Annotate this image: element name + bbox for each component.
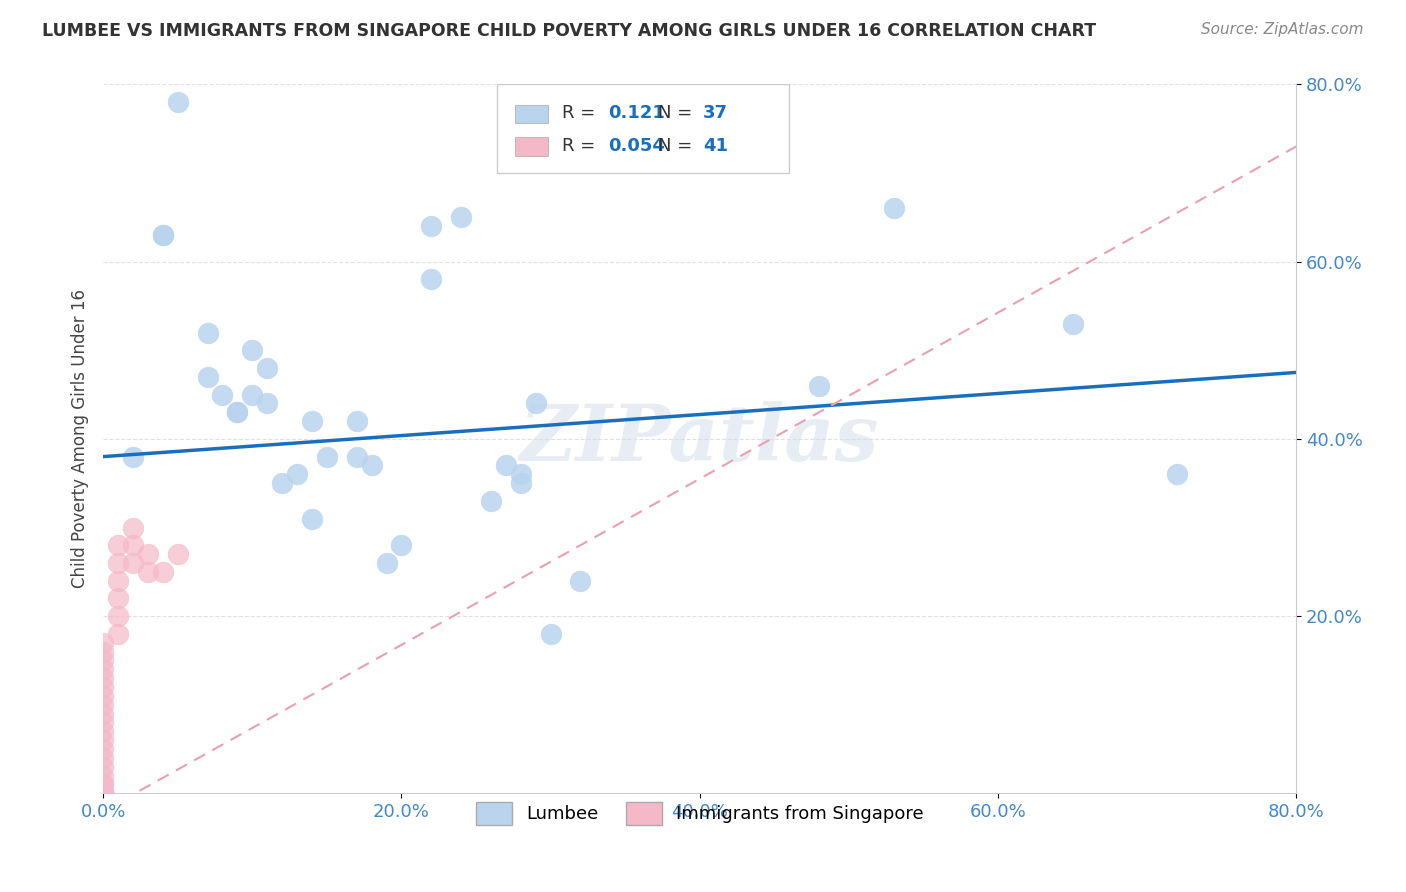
Point [91, 698, 114, 712]
Point [420, 219, 443, 234]
Point [91, 706, 114, 721]
Point [91, 769, 114, 783]
Point [91, 662, 114, 676]
Point [91, 786, 114, 800]
Point [1062, 317, 1084, 331]
Point [1166, 467, 1188, 482]
Point [256, 396, 278, 410]
Point [271, 476, 294, 491]
Point [91, 786, 114, 800]
Point [211, 387, 233, 401]
Point [136, 547, 159, 561]
Point [883, 202, 905, 216]
Point [495, 458, 517, 473]
Text: Source: ZipAtlas.com: Source: ZipAtlas.com [1201, 22, 1364, 37]
Point [391, 538, 413, 552]
Point [420, 272, 443, 286]
Text: R =: R = [562, 104, 602, 122]
Point [808, 378, 831, 392]
Legend: Lumbee, Immigrants from Singapore: Lumbee, Immigrants from Singapore [467, 793, 932, 834]
Point [479, 494, 502, 508]
Point [122, 538, 145, 552]
Point [509, 467, 531, 482]
Point [91, 689, 114, 703]
Point [540, 627, 562, 641]
Y-axis label: Child Poverty Among Girls Under 16: Child Poverty Among Girls Under 16 [72, 289, 89, 589]
Text: R =: R = [562, 137, 602, 155]
Point [91, 653, 114, 667]
Point [197, 326, 219, 340]
FancyBboxPatch shape [496, 85, 789, 173]
Point [91, 671, 114, 685]
Point [91, 742, 114, 756]
Point [91, 715, 114, 730]
Point [91, 760, 114, 774]
Point [450, 211, 472, 225]
Point [91, 777, 114, 791]
Text: 0.054: 0.054 [607, 137, 665, 155]
Point [346, 414, 368, 428]
Point [166, 95, 188, 110]
Point [152, 228, 174, 243]
Point [91, 680, 114, 694]
Point [107, 574, 129, 588]
Point [91, 751, 114, 765]
Point [152, 228, 174, 243]
Point [315, 450, 337, 464]
Text: ZIPatlas: ZIPatlas [520, 401, 879, 477]
Point [91, 786, 114, 800]
Point [107, 556, 129, 570]
Point [122, 556, 145, 570]
Point [240, 387, 263, 401]
Point [360, 458, 382, 473]
Text: N =: N = [658, 137, 697, 155]
Point [91, 733, 114, 747]
Text: 41: 41 [703, 137, 728, 155]
Point [91, 786, 114, 800]
Point [107, 591, 129, 606]
Text: LUMBEE VS IMMIGRANTS FROM SINGAPORE CHILD POVERTY AMONG GIRLS UNDER 16 CORRELATI: LUMBEE VS IMMIGRANTS FROM SINGAPORE CHIL… [42, 22, 1097, 40]
Point [91, 724, 114, 739]
Point [301, 511, 323, 525]
Point [166, 547, 188, 561]
Point [107, 627, 129, 641]
Point [91, 644, 114, 658]
Point [569, 574, 592, 588]
Point [152, 565, 174, 579]
Point [91, 786, 114, 800]
Point [285, 467, 308, 482]
Point [226, 405, 249, 419]
Text: 37: 37 [703, 104, 728, 122]
Point [91, 777, 114, 791]
FancyBboxPatch shape [515, 105, 548, 123]
Point [122, 520, 145, 534]
Point [91, 636, 114, 650]
Point [107, 609, 129, 624]
Point [509, 476, 531, 491]
Point [91, 786, 114, 800]
Point [136, 565, 159, 579]
Point [346, 450, 368, 464]
Point [301, 414, 323, 428]
Point [197, 369, 219, 384]
Point [524, 396, 547, 410]
Point [256, 361, 278, 376]
Point [375, 556, 398, 570]
Text: 0.121: 0.121 [607, 104, 665, 122]
Point [122, 450, 145, 464]
Point [240, 343, 263, 358]
Point [226, 405, 249, 419]
Text: N =: N = [658, 104, 697, 122]
FancyBboxPatch shape [515, 137, 548, 156]
Point [91, 786, 114, 800]
Point [91, 786, 114, 800]
Point [91, 786, 114, 800]
Point [91, 786, 114, 800]
Point [107, 538, 129, 552]
